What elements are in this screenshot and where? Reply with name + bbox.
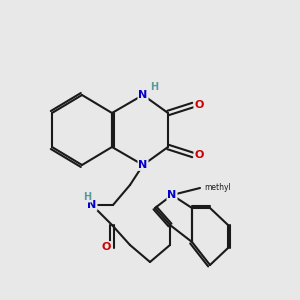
- Text: O: O: [194, 150, 204, 160]
- Text: N: N: [138, 160, 148, 170]
- Text: O: O: [101, 242, 111, 252]
- Text: H: H: [83, 192, 91, 202]
- Text: O: O: [194, 100, 204, 110]
- Text: H: H: [150, 82, 158, 92]
- Text: N: N: [167, 190, 177, 200]
- Text: methyl: methyl: [204, 182, 231, 191]
- Text: N: N: [138, 90, 148, 100]
- Text: N: N: [87, 200, 97, 210]
